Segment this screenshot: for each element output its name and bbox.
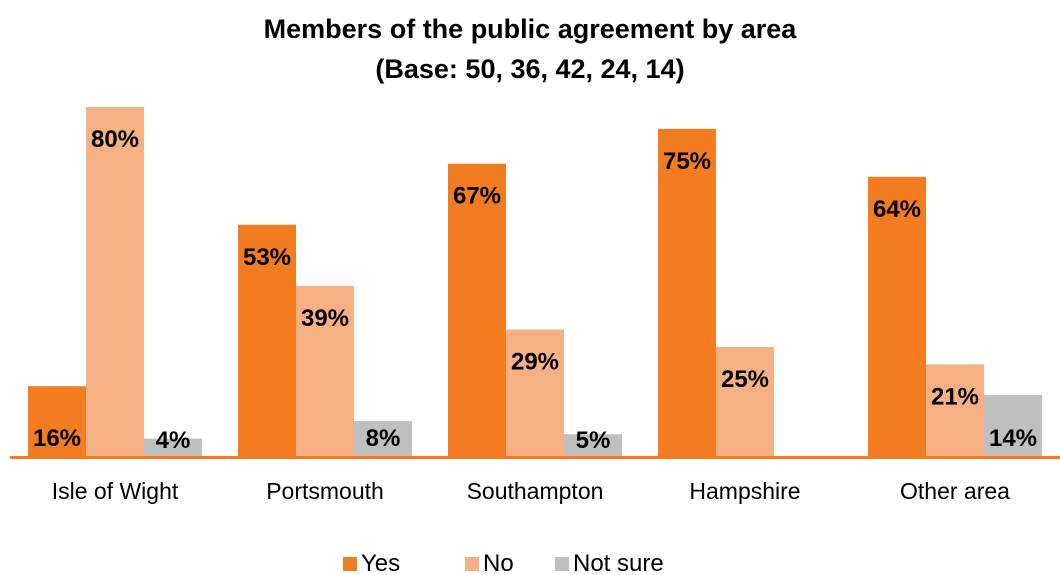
bar-yes-other-area [868, 176, 926, 456]
bar-no-isle-of-wight [86, 107, 144, 456]
legend-label-no: No [483, 550, 514, 575]
bar-no-southampton [506, 329, 564, 456]
legend-item-no: No [465, 550, 514, 575]
category-label-other-area: Other area [900, 478, 1010, 504]
data-label-yes-hampshire: 75% [663, 148, 711, 175]
legend-item-not-sure: Not sure [555, 550, 664, 575]
bar-not-sure-portsmouth [354, 421, 412, 456]
bar-yes-portsmouth [238, 224, 296, 456]
data-label-yes-other-area: 64% [873, 196, 921, 223]
bar-no-other-area [926, 364, 984, 456]
category-label-isle-of-wight: Isle of Wight [52, 478, 179, 504]
category-label-southampton: Southampton [467, 478, 604, 504]
data-label-not-sure-southampton: 5% [576, 427, 611, 454]
legend-label-not-sure: Not sure [573, 550, 664, 575]
legend-item-yes: Yes [343, 550, 400, 575]
data-label-not-sure-other-area: 14% [989, 425, 1037, 452]
bar-yes-southampton [448, 163, 506, 456]
data-labels-group: 16% 80% 4% 53% 39% 8% 67% 29% 5% 75% 25% 64% 21% 14% [33, 126, 1037, 454]
data-label-no-hampshire: 25% [721, 366, 769, 393]
category-label-hampshire: Hampshire [689, 478, 800, 504]
bars-group [28, 107, 1042, 456]
chart-subtitle: (Base: 50, 36, 42, 24, 14) [375, 54, 684, 84]
bar-yes-isle-of-wight [28, 386, 86, 456]
legend: Yes No Not sure [343, 550, 664, 575]
data-label-no-isle-of-wight: 80% [91, 126, 139, 153]
bar-not-sure-other-area [984, 394, 1042, 456]
category-labels-group: Isle of Wight Portsmouth Southampton Hampsh… [52, 478, 1010, 504]
data-label-no-portsmouth: 39% [301, 305, 349, 332]
legend-swatch-not-sure [555, 557, 569, 571]
data-label-no-southampton: 29% [511, 349, 559, 376]
data-label-no-other-area: 21% [931, 383, 979, 410]
legend-label-yes: Yes [361, 550, 400, 575]
data-label-yes-portsmouth: 53% [243, 244, 291, 271]
legend-swatch-yes [343, 557, 357, 571]
bar-no-portsmouth [296, 285, 354, 456]
legend-swatch-no [465, 557, 479, 571]
category-label-portsmouth: Portsmouth [266, 478, 384, 504]
bar-no-hampshire [716, 346, 774, 456]
bar-not-sure-southampton [564, 434, 622, 456]
data-label-not-sure-isle-of-wight: 4% [156, 427, 191, 454]
bar-yes-hampshire [658, 128, 716, 456]
data-label-not-sure-portsmouth: 8% [366, 425, 401, 452]
data-label-yes-isle-of-wight: 16% [33, 425, 81, 452]
bar-not-sure-isle-of-wight [144, 438, 202, 456]
chart-title: Members of the public agreement by area [264, 14, 798, 44]
data-label-yes-southampton: 67% [453, 183, 501, 210]
